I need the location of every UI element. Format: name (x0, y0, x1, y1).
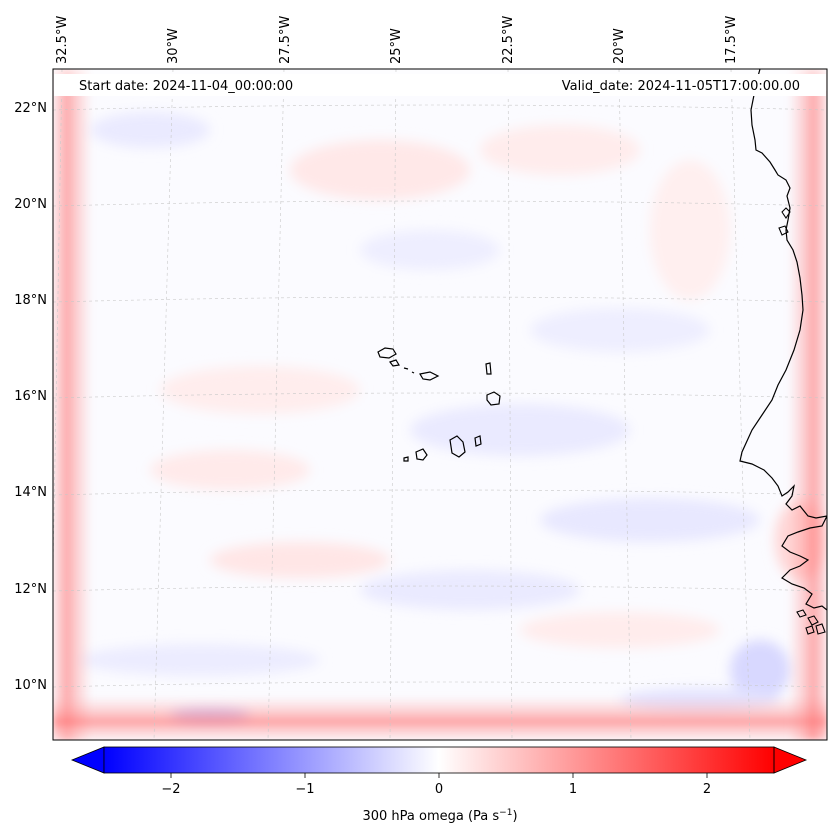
island-santo-antao (377, 347, 397, 359)
island-islet (411, 371, 415, 374)
lon-label: 22.5°W (501, 16, 516, 64)
lat-label: 18°N (14, 293, 47, 308)
positive-anomaly (290, 140, 470, 200)
west-boundary-band (53, 69, 93, 740)
island-santiago (449, 435, 466, 458)
coast-island (807, 615, 819, 626)
coast-island (778, 225, 789, 236)
omega-field (53, 69, 827, 740)
cape-verde-islands (377, 347, 501, 462)
lat-label: 16°N (14, 389, 47, 404)
colorbar-tick-label: 1 (569, 782, 577, 797)
positive-anomaly (160, 366, 360, 414)
negative-anomaly (360, 230, 500, 270)
lat-label: 10°N (14, 678, 47, 693)
lon-label: 17.5°W (724, 16, 739, 64)
lon-gridline (507, 69, 513, 740)
coast-island (815, 623, 826, 635)
lon-label: 32.5°W (55, 16, 70, 64)
colorbar-label-main: 300 hPa omega (Pa s (362, 809, 499, 824)
lat-label: 12°N (14, 582, 47, 597)
latitude-labels: 22°N 20°N 18°N 16°N 14°N 12°N 10°N (14, 101, 47, 693)
positive-anomaly (650, 160, 730, 300)
graticule (53, 69, 827, 740)
positive-anomaly (210, 542, 390, 578)
colorbar-label-sup: −1 (499, 808, 512, 818)
lat-gridline (53, 681, 827, 688)
africa-coastline (739, 69, 827, 611)
colorbar: −2 −1 0 1 2 300 hPa omega (Pa s−1) (70, 746, 808, 824)
colorbar-tick-label: −1 (295, 782, 314, 797)
field-anomalies (80, 112, 825, 723)
colorbar-gradient (104, 747, 774, 773)
lat-gridline (53, 489, 827, 496)
lat-label: 20°N (14, 197, 47, 212)
start-date-label: Start date: 2024-11-04_00:00:00 (79, 79, 293, 94)
lon-label: 30°W (166, 28, 181, 64)
lon-label: 20°W (612, 28, 627, 64)
lat-gridline (53, 585, 827, 592)
coast-island (805, 625, 815, 635)
colorbar-label-close: ) (512, 809, 517, 824)
guinea-bissau-islands (778, 207, 826, 635)
negative-anomaly (360, 570, 580, 610)
valid-date-label: Valid_date: 2024-11-05T17:00:00.00 (562, 79, 800, 94)
island-sal (485, 362, 492, 375)
island-boa-vista (486, 391, 501, 406)
lat-gridline (53, 104, 827, 111)
island-maio (474, 435, 482, 447)
annotation-strip (54, 74, 826, 96)
lon-gridline (153, 69, 174, 740)
island-santa-luzia (403, 367, 409, 370)
colorbar-min-extension (70, 746, 105, 774)
island-sao-vicente (389, 359, 400, 367)
lon-label: 27.5°W (278, 16, 293, 64)
island-sao-nicolau (419, 371, 440, 381)
colorbar-tick-label: −2 (161, 782, 180, 797)
lon-gridline (389, 69, 397, 740)
island-brava (403, 456, 409, 462)
lon-gridline (730, 69, 751, 740)
positive-anomaly (150, 450, 310, 490)
longitude-labels: 32.5°W 30°W 27.5°W 25°W 22.5°W 20°W 17.5… (55, 16, 739, 64)
lon-label: 25°W (389, 28, 404, 64)
negative-anomaly (540, 498, 760, 542)
colorbar-max-extension (773, 746, 808, 774)
colorbar-label: 300 hPa omega (Pa s−1) (362, 808, 517, 824)
colorbar-ticks: −2 −1 0 1 2 (161, 773, 711, 797)
positive-anomaly (520, 612, 720, 648)
negative-anomaly (530, 308, 710, 352)
colorbar-tick-label: 0 (435, 782, 443, 797)
lat-gridline (53, 200, 827, 207)
island-fogo (415, 448, 428, 461)
lat-label: 22°N (14, 101, 47, 116)
lat-gridline (53, 296, 827, 303)
lon-gridline (267, 69, 285, 740)
negative-anomaly (90, 112, 210, 148)
colorbar-tick-label: 2 (703, 782, 711, 797)
map-frame (52, 68, 828, 741)
positive-anomaly (480, 125, 640, 175)
negative-anomaly (410, 404, 630, 456)
lat-label: 14°N (14, 485, 47, 500)
south-boundary-band (53, 695, 827, 740)
coast-island (781, 207, 791, 219)
lon-gridline (618, 69, 632, 740)
coast-island (796, 609, 807, 618)
east-boundary-band (787, 69, 827, 740)
negative-anomaly (80, 644, 320, 676)
